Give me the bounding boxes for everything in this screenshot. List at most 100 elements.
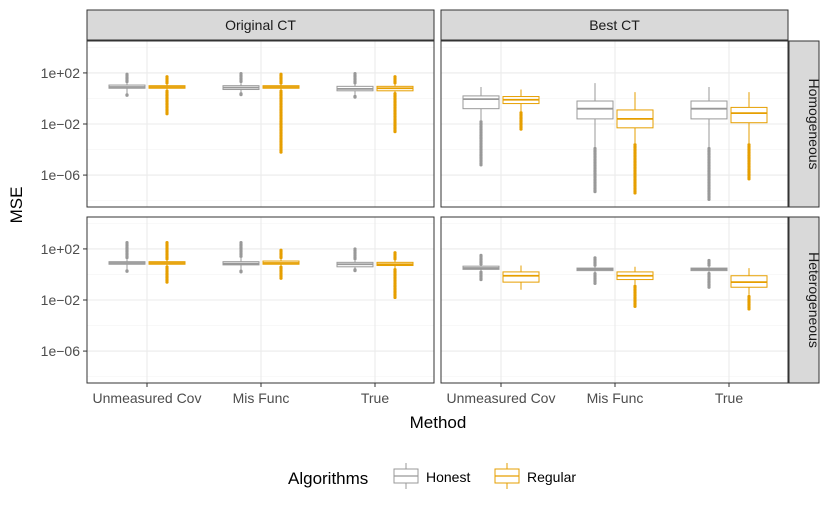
outlier-point (393, 251, 397, 255)
box-unmeasured-cov-regular (148, 240, 186, 284)
outlier-point (593, 190, 597, 194)
x-tick-label: Mis Func (233, 390, 290, 406)
outlier-point (479, 163, 483, 167)
outlier-point (125, 240, 129, 245)
column-strip-label: Original CT (225, 17, 296, 33)
outlier-point (393, 130, 397, 134)
outlier-point (353, 71, 357, 76)
legend-entry-honest: Honest (393, 463, 470, 489)
box-true-regular (730, 268, 768, 311)
box-unmeasured-cov-regular (502, 265, 540, 290)
outlier-point (279, 276, 283, 280)
outlier-point (279, 72, 283, 76)
strips-layer: Original CT Best CT Homogeneous Heterogeneo… (86, 9, 822, 384)
outlier-point (479, 253, 483, 257)
box-mis-func-regular (616, 92, 654, 195)
box-mis-func-honest (576, 256, 614, 285)
x-axis-title: Method (410, 413, 467, 432)
outlier-point (165, 280, 169, 284)
outlier-point (165, 75, 169, 79)
outlier-point (353, 247, 357, 251)
row-strip (788, 40, 820, 208)
outlier-point (125, 269, 129, 273)
outlier-point (353, 269, 357, 273)
x-tick-label: Unmeasured Cov (93, 390, 202, 406)
box-true-honest (336, 247, 374, 273)
outlier-point (165, 112, 169, 116)
y-tick-label: 1e−02 (41, 292, 81, 308)
panel-border (440, 40, 789, 208)
box-mis-func-honest (222, 240, 260, 274)
outlier-point (125, 93, 129, 97)
box-iqr (502, 271, 540, 283)
y-tick-label: 1e−06 (41, 167, 81, 183)
y-tick-label: 1e−06 (41, 343, 81, 359)
box-true-honest (690, 258, 728, 289)
box-unmeasured-cov-honest (462, 86, 500, 167)
box-mis-func-regular (262, 72, 300, 154)
outlier-point (747, 307, 751, 311)
box-true-honest (336, 71, 374, 99)
panel-best-ct-heterogeneous (440, 216, 789, 384)
column-strip-label: Best CT (589, 17, 640, 33)
outlier-point (165, 240, 169, 245)
outlier-point (393, 295, 397, 300)
legend-entries: Honest Regular (393, 463, 576, 489)
outlier-point (239, 270, 243, 274)
outlier-point (125, 72, 129, 76)
outlier-point (239, 240, 243, 245)
outlier-point (707, 258, 711, 263)
panel-original-ct-heterogeneous (86, 216, 435, 384)
box-mis-func-regular (616, 266, 654, 308)
box-mis-func-honest (222, 71, 260, 97)
outlier-point (519, 127, 523, 131)
outlier-point (393, 75, 397, 79)
outlier-point (353, 95, 357, 99)
outlier-point (707, 197, 711, 201)
outlier-point (479, 277, 483, 282)
outlier-point (707, 285, 711, 289)
column-strip (86, 9, 435, 41)
outlier-point (239, 93, 243, 97)
box-iqr (690, 100, 728, 120)
panel-best-ct-homogeneous (440, 40, 789, 208)
panels-layer (86, 40, 789, 384)
outlier-point (593, 256, 597, 260)
outlier-point (633, 304, 637, 308)
box-true-honest (690, 86, 728, 201)
legend-label: Honest (426, 469, 470, 485)
y-tick-label: 1e+02 (41, 65, 81, 81)
row-strip-label: Homogeneous (806, 78, 822, 169)
outlier-point (279, 248, 283, 252)
y-axis-title: MSE (7, 187, 26, 224)
row-strip (788, 216, 820, 384)
box-true-regular (376, 75, 414, 134)
outlier-point (239, 71, 243, 76)
box-unmeasured-cov-honest (462, 253, 500, 282)
x-tick-label: Mis Func (587, 390, 644, 406)
x-tick-label: True (715, 390, 743, 406)
box-true-regular (376, 251, 414, 300)
box-iqr (462, 95, 500, 110)
outlier-point (633, 191, 637, 195)
legend-entry-regular: Regular (494, 463, 576, 489)
outlier-point (593, 281, 597, 285)
x-tick-label: Unmeasured Cov (447, 390, 556, 406)
box-unmeasured-cov-regular (502, 89, 540, 131)
column-strip (440, 9, 789, 41)
box-iqr (576, 100, 614, 120)
y-tick-label: 1e−02 (41, 116, 81, 132)
box-unmeasured-cov-honest (108, 240, 146, 273)
box-mis-func-honest (576, 83, 614, 194)
box-unmeasured-cov-honest (108, 72, 146, 97)
panel-original-ct-homogeneous (86, 40, 435, 208)
box-iqr (730, 106, 768, 124)
y-tick-label: 1e+02 (41, 241, 81, 257)
box-true-regular (730, 92, 768, 181)
box-mis-func-regular (262, 248, 300, 280)
legend-label: Regular (527, 469, 576, 485)
legend-title: Algorithms (288, 469, 368, 488)
legend: Algorithms Honest Regular (288, 463, 576, 489)
x-tick-label: True (361, 390, 389, 406)
